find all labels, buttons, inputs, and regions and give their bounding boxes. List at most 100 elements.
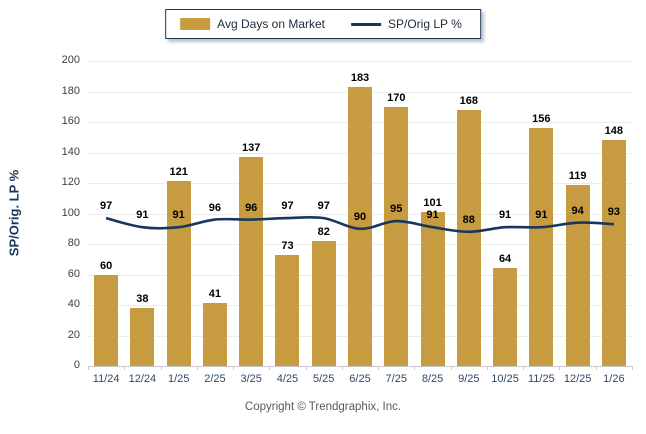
bar-value-label: 168	[459, 94, 478, 107]
line-value-label: 97	[281, 200, 294, 213]
x-axis-tick	[160, 366, 162, 370]
y-tick-label: 40	[67, 298, 80, 310]
x-tick-label: 2/25	[204, 373, 226, 385]
x-axis-tick	[559, 366, 561, 370]
x-axis-tick	[233, 366, 235, 370]
bar-value-label: 119	[568, 169, 587, 182]
bar-2/25	[202, 303, 227, 366]
sp-orig-lp-line	[105, 215, 614, 234]
x-axis-tick	[305, 366, 307, 370]
x-tick-label: 12/25	[563, 373, 592, 385]
x-tick-label: 4/25	[276, 373, 299, 385]
x-tick-label: 11/24	[92, 373, 120, 385]
bar-8/25	[420, 211, 445, 366]
bar-value-label: 101	[423, 196, 442, 209]
x-tick-label: 11/25	[527, 373, 555, 385]
y-tick-label: 180	[61, 84, 80, 97]
bar-series-swatch	[180, 18, 211, 30]
line-value-label: 97	[317, 200, 330, 213]
bar-3/25	[239, 157, 264, 366]
y-tick-label: 60	[67, 267, 80, 280]
bar-value-label: 156	[532, 113, 551, 126]
copyright-text: Copyright © Trendgraphix, Inc.	[244, 401, 402, 413]
line-value-label: 91	[498, 209, 512, 222]
bar-value-label: 64	[498, 253, 512, 266]
line-value-label: 88	[462, 213, 475, 226]
bar-series-label: Avg Days on Market	[217, 17, 326, 31]
x-tick-label: 12/24	[128, 373, 157, 385]
y-tick-label: 120	[61, 176, 80, 188]
line-series-swatch	[351, 22, 382, 26]
x-axis-tick	[269, 366, 271, 370]
bar-value-label: 38	[136, 293, 149, 306]
x-tick-label: 5/25	[313, 373, 335, 385]
line-value-label: 91	[136, 209, 149, 222]
x-axis-tick	[378, 366, 380, 370]
line-value-label: 95	[390, 203, 403, 216]
x-axis-tick	[414, 366, 416, 370]
plot-area: 60 38 121 41 137 73 82 183 170 101 168 64 156 119 148 9…	[88, 61, 633, 370]
bar-value-label: 137	[242, 142, 261, 155]
x-axis-tick	[450, 366, 452, 370]
bar-value-label: 183	[350, 71, 370, 84]
x-tick-label: 6/25	[349, 373, 371, 385]
bar-5/25	[311, 240, 336, 366]
bar-10/25	[493, 268, 518, 366]
y-tick-label: 160	[61, 115, 80, 127]
x-tick-label: 10/25	[491, 373, 519, 385]
y-tick-label: 200	[61, 54, 80, 66]
x-tick-label: 3/25	[240, 373, 262, 385]
x-tick-label: 1/25	[167, 373, 190, 385]
bar-value-label: 41	[208, 288, 222, 301]
y-tick-label: 80	[67, 237, 80, 249]
bar-1/26	[601, 140, 626, 366]
y-tick-label: 20	[67, 328, 80, 341]
bar-value-label: 121	[169, 166, 188, 179]
y-tick-label: 140	[61, 145, 80, 158]
x-axis-tick	[595, 366, 597, 370]
bar-9/25	[456, 109, 481, 366]
legend: Avg Days on Market SP/Orig LP %	[165, 9, 481, 39]
y-axis-title: SP/Orig. LP %	[6, 169, 22, 257]
line-value-label: 94	[571, 204, 584, 217]
line-value-label: 96	[208, 201, 222, 214]
bar-value-label: 73	[281, 239, 294, 252]
x-axis-tick	[486, 366, 488, 370]
x-tick-label: 1/26	[603, 373, 625, 385]
y-tick-label: 100	[61, 206, 80, 219]
line-value-label: 91	[172, 209, 185, 222]
y-tick-label: 0	[73, 359, 80, 371]
bar-value-label: 82	[317, 225, 330, 238]
bar-12/24	[130, 308, 155, 366]
bar-4/25	[275, 254, 300, 366]
x-axis-tick	[523, 366, 525, 370]
x-axis-line	[88, 366, 632, 367]
line-value-label: 97	[100, 200, 113, 213]
x-tick-label: 8/25	[421, 373, 444, 385]
x-axis-tick	[88, 366, 89, 370]
bar-11/24	[94, 274, 119, 366]
line-value-label: 91	[426, 209, 439, 222]
line-series-label: SP/Orig LP %	[388, 17, 462, 31]
bar-1/25	[166, 181, 191, 366]
line-value-label: 90	[353, 210, 367, 223]
line-value-label: 91	[535, 209, 548, 222]
bar-11/25	[529, 128, 554, 366]
line-value-label: 93	[607, 206, 620, 219]
x-tick-label: 9/25	[458, 373, 480, 385]
legend-item-line: SP/Orig LP %	[351, 17, 462, 31]
x-tick-label: 7/25	[385, 373, 407, 385]
line-path	[105, 215, 614, 234]
x-axis-tick	[341, 366, 343, 370]
bar-12/25	[565, 184, 590, 366]
bar-7/25	[384, 106, 409, 366]
bar-value-label: 148	[604, 125, 624, 138]
x-axis-tick	[632, 366, 633, 370]
x-axis-tick	[124, 366, 126, 370]
legend-item-bar: Avg Days on Market	[180, 17, 325, 31]
line-value-label: 96	[245, 201, 258, 214]
bar-value-label: 170	[387, 91, 406, 104]
bar-value-label: 60	[100, 259, 113, 272]
gridline	[88, 61, 632, 62]
